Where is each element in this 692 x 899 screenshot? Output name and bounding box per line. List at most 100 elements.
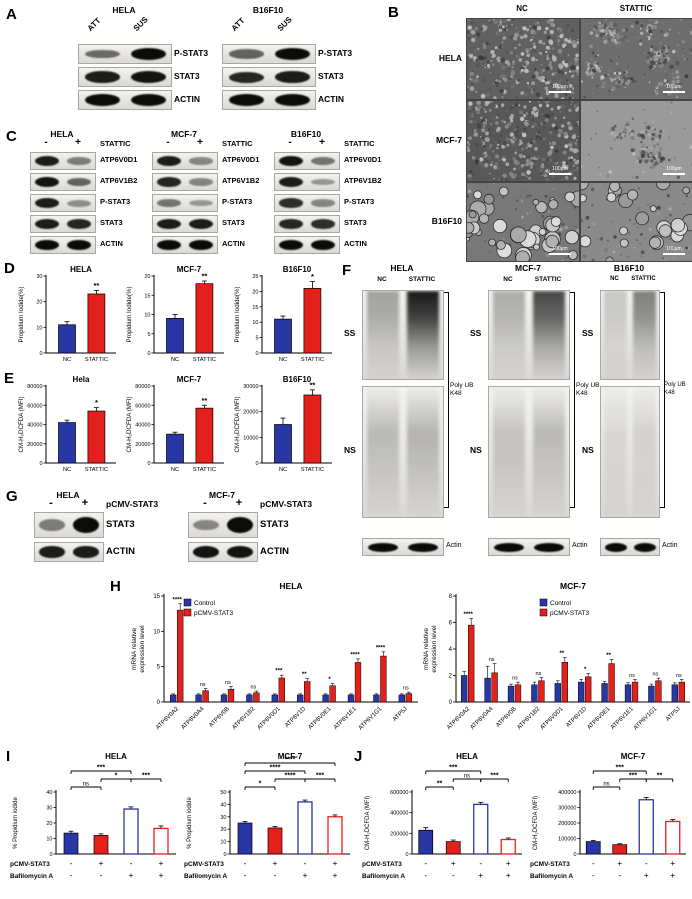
chart-text: * [584,667,587,673]
chart-text: ATP6V1G1 [358,706,384,732]
ub-smear [367,291,399,379]
chart-text: Bafilomycin A [10,873,53,880]
chart-text: 30 [36,274,42,280]
lane-sign: + [75,137,81,148]
chart-text: ** [93,281,99,290]
f-lane-label: STATTIC [631,276,656,282]
blot-stat3 [274,215,340,233]
blot-band [73,517,99,533]
ub-smear [603,387,628,517]
microscopy-image: 100μm [466,100,580,182]
chart-text: 100μm [552,166,567,172]
actin-blot [362,538,444,556]
chart-text: **** [285,757,296,764]
chart-D-MCF7: 0 5 10 15 20 Propidium Iodide(%) MCF-7 NC STATTI… [126,265,224,363]
chart-text: HELA [456,752,478,761]
ub-smear [407,387,439,517]
ub-smear [632,291,657,379]
blot-band [228,71,264,83]
blot-band-label: ACTIN [106,546,136,557]
ns-label: NS [470,445,482,455]
chart-text: + [129,870,134,880]
chart-text: 80000 [135,384,150,390]
blot-band [188,219,214,230]
chart-text: STATTIC [85,357,108,363]
chart-text: 0 [255,461,258,467]
chart-text: *** [616,765,624,772]
chart-text: 10 [46,837,52,843]
blot-actin [222,90,316,110]
chart-text: 10000 [243,435,258,441]
lane-sign: - [49,497,53,509]
blot-band-label: ACTIN [344,239,367,248]
chart-text: 400000 [558,790,576,796]
chart-text: + [670,858,675,868]
blot-actin [78,90,172,110]
blot-band [274,94,310,106]
blot-band [66,199,92,207]
chart-text: Control [194,600,216,607]
chart-text: 10 [36,325,42,331]
chart-text: 30000 [243,384,258,390]
chart-text: ns [676,673,682,679]
blot-band [130,71,166,83]
chart-text: 100000 [558,837,576,843]
ss-label: SS [582,328,594,338]
ub-smear [407,291,439,379]
chart-text: MCF-7 [621,752,646,761]
chart-text: ns [403,686,409,692]
blot-band-label: P-STAT3 [318,48,353,58]
chart-text: % Propidium iodide [13,796,19,848]
microscopy-image: 100μm [466,182,580,262]
blot-group-title: MCF-7 [209,490,235,500]
blot-band-label: STAT3 [222,218,245,227]
chart-text: 100μm [666,84,681,90]
ub-smear [603,291,628,379]
panel-letter-j: J [354,748,363,765]
blot-band-label: ATP6V0D1 [222,155,260,164]
chart-text: NC [279,467,287,473]
blot-band [227,517,253,533]
blot-actin [34,542,104,562]
chart-text: + [159,870,164,880]
ns-blot [362,386,444,518]
ns-blot [600,386,660,518]
blot-band [367,542,399,552]
chart-text: ATP6V0D1 [257,706,283,732]
chart-text: 80000 [27,384,42,390]
polyub-bracket [660,292,665,508]
chart-text: % Propidium iodide [187,796,193,848]
chart-text: **** [350,652,360,658]
chart-text: ATP6V0E1 [308,706,333,731]
chart-text: 0 [405,852,408,858]
blot-group-title: MCF-7 [171,129,197,139]
chart-text: 20 [36,300,42,306]
chart-text: ATP6V0A2 [446,706,471,731]
blot-band [39,519,65,531]
blot-atp6v1b2 [30,173,96,191]
blot-atp6v0d1 [274,152,340,170]
chart-text: NC [279,357,287,363]
blot-band [310,219,336,229]
chart-text: ** [201,272,207,281]
chart-text: 30 [46,806,52,812]
chart-text: + [273,858,278,868]
blot-p-stat3 [78,44,172,64]
chart-text: - [645,858,648,868]
chart-text: 20000 [135,442,150,448]
chart-text: + [333,858,338,868]
blot-band [193,546,219,558]
chart-text: 20 [252,289,258,295]
chart-text: 15 [153,594,160,600]
chart-text: *** [490,773,498,780]
chart-text: - [424,858,427,868]
chart-text: ATP6V1G1 [633,706,659,732]
chart-text: - [479,858,482,868]
blot-band [84,71,120,83]
chart-text: *** [97,765,105,772]
chart-text: 25 [252,274,258,280]
chart-text: ATP5J [392,706,409,723]
blot-band [278,219,304,229]
blot-actin [274,236,340,254]
